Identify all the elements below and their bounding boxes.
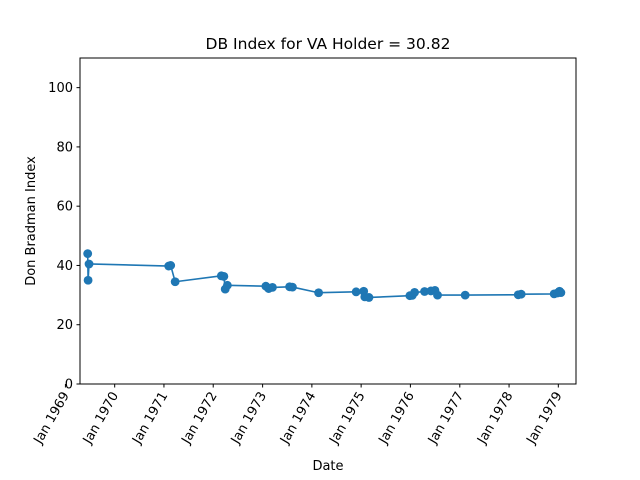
series-layer xyxy=(83,249,566,302)
data-point xyxy=(420,287,429,296)
y-axis: 0 20 40 60 80 100 xyxy=(48,81,80,393)
data-point xyxy=(410,288,419,297)
data-point xyxy=(219,272,229,281)
x-axis-label: Date xyxy=(312,459,343,474)
y-tick-label: 100 xyxy=(48,81,73,96)
y-tick-label: 0 xyxy=(65,378,73,393)
y-axis-label: Don Bradman Index xyxy=(24,156,39,286)
y-tick-label: 60 xyxy=(56,200,73,215)
data-point xyxy=(222,280,232,290)
data-point xyxy=(170,277,180,287)
data-point xyxy=(84,259,94,269)
data-point xyxy=(351,287,361,297)
data-point xyxy=(556,288,566,298)
y-tick-label: 80 xyxy=(56,140,73,155)
data-point xyxy=(433,290,442,300)
plot-frame xyxy=(79,57,577,385)
data-point xyxy=(314,288,324,298)
data-point xyxy=(516,289,526,299)
y-tick-label: 40 xyxy=(56,259,73,274)
data-point xyxy=(83,275,93,285)
chart-title: DB Index for VA Holder = 30.82 xyxy=(206,35,451,53)
data-point xyxy=(268,282,277,292)
data-point xyxy=(166,261,176,270)
y-tick-label: 20 xyxy=(56,318,73,333)
data-point xyxy=(83,249,93,258)
data-point xyxy=(288,282,297,292)
data-point xyxy=(460,290,470,300)
data-point xyxy=(364,293,374,302)
